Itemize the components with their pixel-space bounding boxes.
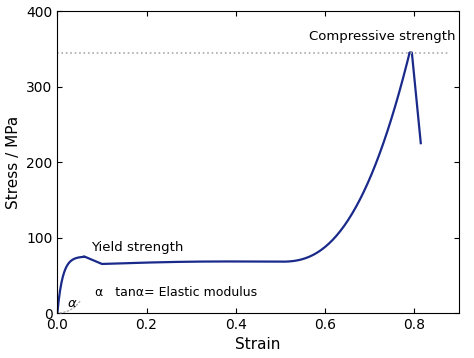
- Text: α   tanα= Elastic modulus: α tanα= Elastic modulus: [95, 286, 257, 299]
- Text: Compressive strength: Compressive strength: [310, 30, 456, 43]
- Text: Yield strength: Yield strength: [91, 241, 183, 254]
- Text: α: α: [67, 297, 76, 310]
- Y-axis label: Stress / MPa: Stress / MPa: [6, 115, 20, 209]
- X-axis label: Strain: Strain: [235, 338, 281, 352]
